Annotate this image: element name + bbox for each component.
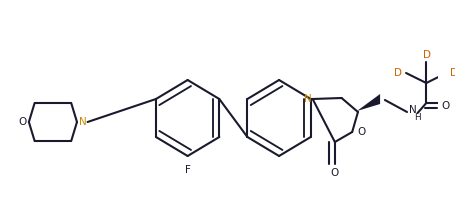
Text: D: D xyxy=(394,68,402,78)
Text: N: N xyxy=(409,105,417,115)
Text: O: O xyxy=(18,117,26,127)
Text: F: F xyxy=(185,165,191,175)
Text: O: O xyxy=(331,168,339,178)
Text: N: N xyxy=(79,117,86,127)
Text: H: H xyxy=(415,112,421,122)
Text: D: D xyxy=(450,68,455,78)
Text: O: O xyxy=(441,101,450,111)
Text: O: O xyxy=(358,127,366,137)
Text: N: N xyxy=(304,94,312,104)
Polygon shape xyxy=(357,94,380,111)
Text: D: D xyxy=(423,50,431,60)
